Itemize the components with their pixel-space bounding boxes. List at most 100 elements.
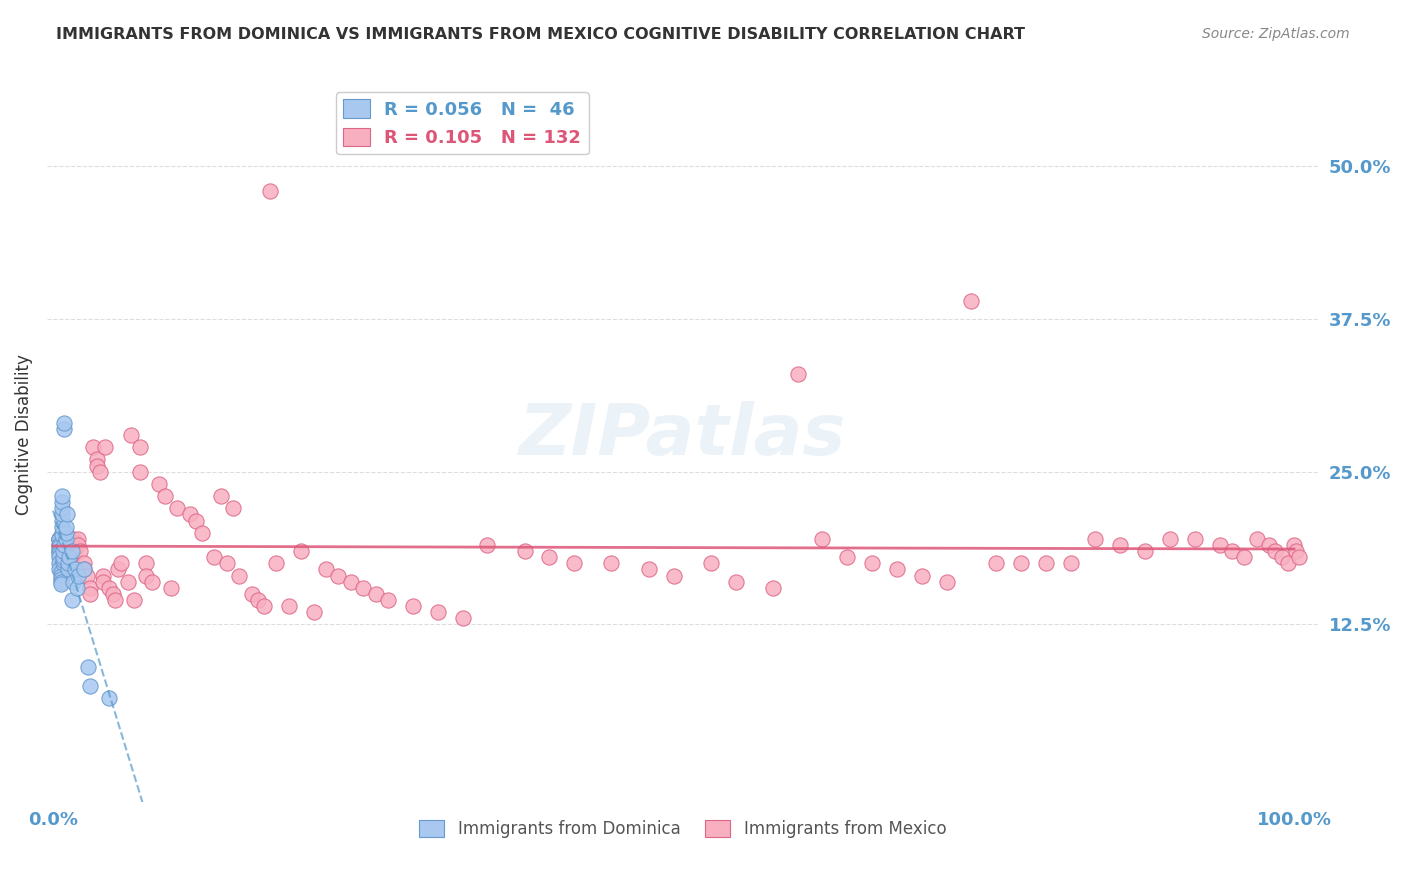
Point	[228, 568, 250, 582]
Point	[48, 544, 70, 558]
Text: IMMIGRANTS FROM DOMINICA VS IMMIGRANTS FROM MEXICO COGNITIVE DISABILITY CORRELAT: IMMIGRANTS FROM DOMINICA VS IMMIGRANTS F…	[56, 27, 1025, 42]
Point	[66, 538, 89, 552]
Point	[122, 593, 145, 607]
Point	[160, 581, 183, 595]
Point	[55, 541, 77, 555]
Point	[266, 557, 288, 571]
Point	[66, 568, 89, 582]
Point	[49, 548, 72, 562]
Point	[352, 581, 374, 595]
Point	[51, 525, 73, 540]
Point	[48, 538, 70, 552]
Point	[60, 593, 83, 607]
Point	[240, 587, 263, 601]
Point	[328, 568, 350, 582]
Point	[1277, 557, 1299, 571]
Point	[53, 538, 76, 552]
Point	[51, 489, 73, 503]
Point	[55, 552, 77, 566]
Point	[340, 574, 363, 589]
Point	[477, 538, 499, 552]
Point	[62, 538, 84, 552]
Point	[60, 562, 83, 576]
Point	[58, 550, 80, 565]
Point	[73, 562, 96, 576]
Point	[65, 535, 87, 549]
Point	[65, 562, 87, 576]
Point	[120, 428, 142, 442]
Point	[58, 544, 80, 558]
Y-axis label: Cognitive Disability: Cognitive Disability	[15, 355, 32, 516]
Point	[104, 593, 127, 607]
Point	[52, 541, 75, 555]
Point	[97, 581, 120, 595]
Point	[53, 422, 76, 436]
Point	[860, 557, 883, 571]
Point	[1288, 550, 1310, 565]
Point	[1010, 557, 1032, 571]
Point	[986, 557, 1008, 571]
Point	[66, 532, 89, 546]
Point	[49, 541, 72, 555]
Point	[1133, 544, 1156, 558]
Point	[315, 562, 337, 576]
Point	[364, 587, 387, 601]
Point	[55, 547, 77, 561]
Point	[153, 489, 176, 503]
Point	[79, 679, 101, 693]
Point	[79, 581, 101, 595]
Point	[55, 544, 77, 558]
Point	[55, 535, 77, 549]
Point	[837, 550, 859, 565]
Point	[62, 532, 84, 546]
Point	[129, 465, 152, 479]
Point	[1208, 538, 1230, 552]
Point	[48, 557, 70, 571]
Point	[51, 550, 73, 565]
Point	[1264, 544, 1286, 558]
Point	[56, 532, 79, 546]
Point	[1084, 532, 1107, 546]
Point	[1159, 532, 1181, 546]
Point	[52, 550, 75, 565]
Point	[107, 562, 129, 576]
Point	[86, 458, 108, 473]
Point	[51, 544, 73, 558]
Point	[179, 508, 201, 522]
Point	[935, 574, 957, 589]
Point	[811, 532, 834, 546]
Point	[202, 550, 225, 565]
Point	[60, 544, 83, 558]
Point	[94, 440, 117, 454]
Point	[191, 525, 214, 540]
Point	[60, 557, 83, 571]
Point	[58, 538, 80, 552]
Point	[97, 690, 120, 705]
Point	[51, 538, 73, 552]
Point	[1258, 538, 1281, 552]
Point	[52, 544, 75, 558]
Point	[302, 605, 325, 619]
Point	[56, 557, 79, 571]
Point	[1184, 532, 1206, 546]
Point	[51, 501, 73, 516]
Point	[55, 519, 77, 533]
Point	[76, 660, 98, 674]
Point	[48, 532, 70, 546]
Point	[166, 501, 188, 516]
Point	[184, 514, 207, 528]
Point	[51, 495, 73, 509]
Point	[82, 440, 104, 454]
Point	[51, 508, 73, 522]
Point	[49, 565, 72, 579]
Point	[141, 574, 163, 589]
Point	[762, 581, 785, 595]
Point	[426, 605, 449, 619]
Point	[562, 557, 585, 571]
Point	[700, 557, 723, 571]
Legend: Immigrants from Dominica, Immigrants from Mexico: Immigrants from Dominica, Immigrants fro…	[412, 813, 953, 845]
Point	[73, 562, 96, 576]
Point	[1233, 550, 1256, 565]
Point	[1059, 557, 1081, 571]
Point	[101, 587, 124, 601]
